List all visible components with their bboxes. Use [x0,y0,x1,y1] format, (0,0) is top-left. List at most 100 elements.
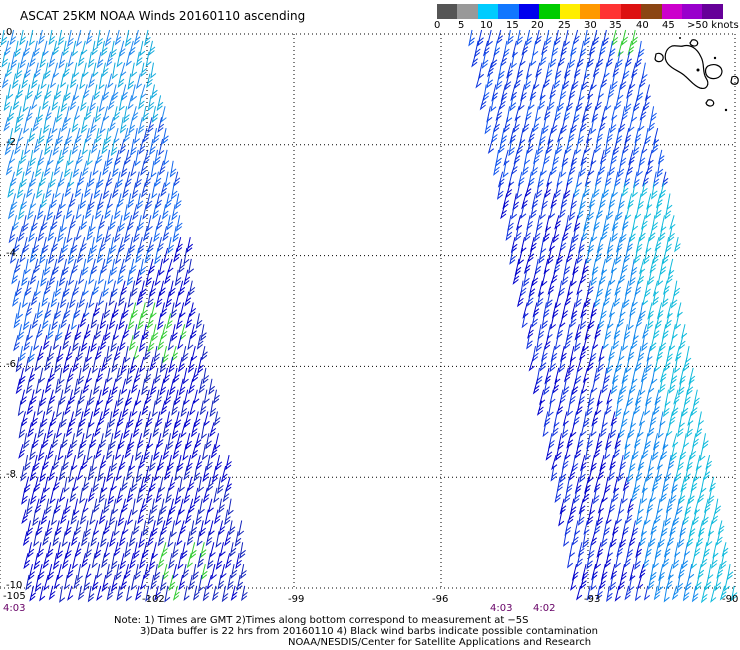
wind-barb [113,226,121,243]
wind-barb [108,117,116,132]
wind-barb [111,356,119,373]
wind-barb [656,454,663,471]
wind-barb [135,465,143,483]
wind-barb [53,160,61,176]
wind-barb [74,182,82,198]
wind-barb [65,127,73,146]
wind-barb [102,84,110,101]
wind-barb [238,520,245,537]
wind-barb [193,411,201,428]
wind-barb [63,476,70,493]
wind-barb [520,204,527,220]
wind-barb [71,553,78,570]
wind-barb [160,520,168,536]
wind-barb [652,553,659,569]
wind-barb [9,247,17,264]
wind-barb [639,378,646,396]
wind-barb [634,389,642,406]
wind-barb [145,411,153,428]
wind-barb [567,509,574,525]
scale-swatch-12 [682,4,703,19]
wind-barb [93,378,100,396]
wind-barb [611,215,619,232]
wind-barb [548,204,556,219]
islet [679,37,681,39]
wind-barb [155,193,163,210]
wind-barb [34,160,42,178]
wind-barb [177,553,184,570]
wind-barb [540,160,547,176]
wind-barb [77,367,85,386]
wind-barb [539,204,546,220]
wind-barb [671,433,679,448]
wind-barb [82,84,90,100]
wind-barb [107,487,115,506]
wind-barb [153,346,161,363]
wind-barb [162,345,169,364]
wind-barb [175,433,183,450]
wind-barb [709,476,716,492]
wind-barb [23,553,31,570]
wind-barb [539,128,546,146]
scale-label-5: 5 [458,20,465,31]
wind-barb [155,411,163,428]
wind-barb [199,400,207,416]
wind-barb [605,400,612,416]
wind-barb [71,117,79,133]
wind-barb [84,204,92,220]
wind-barb [58,171,65,188]
wind-barb [183,247,190,265]
wind-barb [41,433,49,449]
wind-barb [89,95,96,112]
wind-barb [584,171,591,187]
wind-barb [638,411,646,427]
wind-barb [641,324,649,339]
wind-barb [47,563,55,581]
wind-barb [566,400,574,417]
wind-barb [146,215,153,232]
wind-barb [7,84,14,100]
wind-barb [47,226,55,242]
wind-barb [678,335,686,350]
wind-barb [658,531,665,549]
wind-barb [14,117,22,134]
wind-barb [16,84,24,100]
wind-barb [522,117,530,133]
wind-barb [541,40,548,56]
wind-barb [602,335,609,350]
wind-barb [678,487,686,505]
wind-barb [583,29,591,47]
wind-barb [539,51,547,67]
wind-barb [630,335,638,350]
wind-barb [606,389,613,405]
wind-barb [82,62,89,78]
wind-barb [500,51,508,68]
wind-barb [206,553,214,570]
wind-barb [157,236,164,253]
wind-barb [646,193,653,210]
wind-barb [625,204,632,221]
wind-barb [29,585,37,602]
lon-tick-102: -102 [142,594,165,605]
wind-barb [59,291,67,309]
wind-barb [124,542,131,558]
wind-barb [151,542,158,560]
wind-barb [215,454,223,471]
wind-barb [563,367,571,383]
wind-barb [539,356,547,372]
wind-barb [79,509,87,525]
wind-barb [711,509,719,525]
scale-swatch-2 [477,4,499,19]
wind-barb [631,29,638,46]
wind-barb [622,476,630,492]
wind-barb [642,553,650,569]
wind-barb [114,444,122,461]
wind-barb [116,171,123,189]
wind-barb [73,62,80,78]
wind-barb [600,258,608,276]
wind-barb [669,487,677,505]
wind-barb [200,324,207,342]
wind-barb [585,95,593,112]
wind-barb [610,378,618,395]
wind-barb [117,73,125,88]
